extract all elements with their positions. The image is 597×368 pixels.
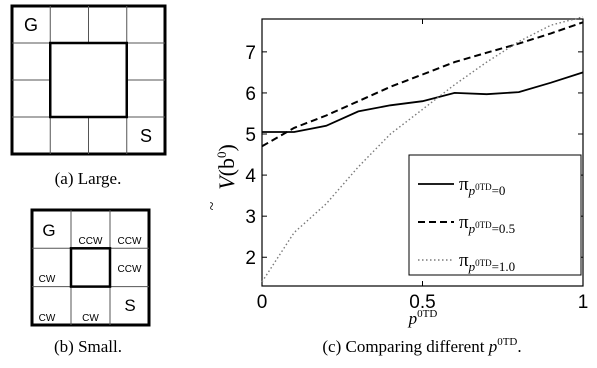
legend: πp0TD=0 πp0TD=0.5 πp0TD=1.0 xyxy=(408,154,582,276)
large-grid-obstacle xyxy=(49,41,128,119)
y-tick-label: 7 xyxy=(245,43,256,64)
axis-ticks: 0 0.5 1 2 3 4 5 6 7 xyxy=(245,19,588,313)
caption-c-suffix: . xyxy=(517,337,521,356)
y-tick-label: 6 xyxy=(245,84,256,105)
x-tick-label: 1 xyxy=(578,292,589,313)
caption-c: (c) Comparing different p0TD. xyxy=(322,336,521,356)
caption-a: (a) Large. xyxy=(55,169,122,188)
legend-box xyxy=(408,154,582,276)
legend-label-0: πp0TD=0 xyxy=(459,174,505,198)
y-axis-label-arg: (b xyxy=(214,158,239,176)
small-bottom-middle-label: CW xyxy=(82,313,99,324)
y-axis-label-arg-sup: 0 xyxy=(214,152,229,159)
y-axis-label-arg-close: ) xyxy=(214,144,239,151)
series-lines xyxy=(261,16,584,283)
x-axis-label-var: p xyxy=(408,309,418,328)
caption-c-sup: 0TD xyxy=(497,336,517,348)
series-line-2 xyxy=(261,16,584,283)
legend-rows: πp0TD=0 πp0TD=0.5 πp0TD=1.0 xyxy=(418,174,515,274)
small-middle-left-label: CW xyxy=(39,274,56,285)
series-line-1 xyxy=(261,21,584,148)
large-goal-label: G xyxy=(24,15,38,35)
legend-label-1: πp0TD=0.5 xyxy=(459,212,515,236)
y-axis-label-main: V xyxy=(214,174,239,190)
small-bottom-left-label: CW xyxy=(39,313,56,324)
y-tick-label: 4 xyxy=(245,166,256,187)
y-tick-label: 3 xyxy=(245,207,256,228)
small-grid-obstacle xyxy=(69,247,112,288)
caption-c-var: p xyxy=(488,337,498,356)
caption-c-prefix: (c) Comparing different xyxy=(322,337,488,356)
y-axis-label: V(b0) xyxy=(214,144,239,190)
y-tick-label: 2 xyxy=(245,248,256,269)
small-gridworld: G CCW CCW CW CCW CW CW S xyxy=(30,208,151,327)
x-axis-label: p0TD xyxy=(408,308,438,328)
caption-b: (b) Small. xyxy=(54,337,122,356)
large-gridworld: G S xyxy=(10,4,167,156)
small-top-right-label: CCW xyxy=(118,236,142,247)
large-grid-lines xyxy=(12,6,165,154)
small-top-middle-label: CCW xyxy=(79,236,103,247)
x-axis-label-sup: 0TD xyxy=(417,308,437,320)
x-tick-label: 0.5 xyxy=(409,292,435,313)
small-goal-label: G xyxy=(42,221,55,240)
series-line-0 xyxy=(262,71,584,133)
x-tick-label: 0 xyxy=(257,292,268,313)
small-grid-border xyxy=(30,208,151,327)
legend-label-2: πp0TD=1.0 xyxy=(459,250,515,274)
y-axis-label-accent: ~ xyxy=(204,201,221,210)
small-middle-right-label: CCW xyxy=(118,264,142,275)
large-start-label: S xyxy=(140,126,152,146)
y-tick-label: 5 xyxy=(245,125,256,146)
small-start-label: S xyxy=(124,296,135,315)
